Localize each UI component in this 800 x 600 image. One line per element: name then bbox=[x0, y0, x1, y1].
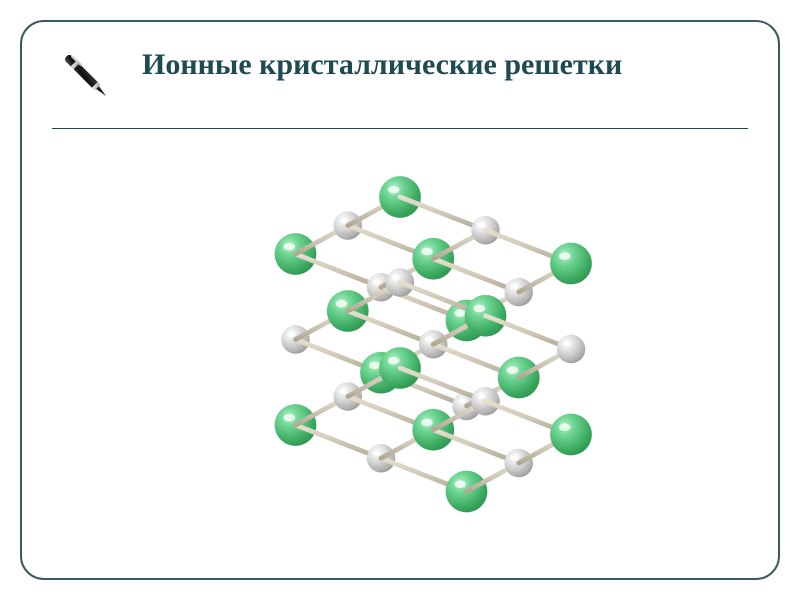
crystal-lattice-diagram bbox=[200, 159, 600, 539]
ion-green bbox=[550, 243, 592, 285]
diagram-area bbox=[52, 139, 748, 559]
page-title: Ионные кристаллические решетки bbox=[142, 46, 622, 84]
header: Ионные кристаллические решетки bbox=[52, 42, 748, 129]
pen-icon bbox=[52, 42, 122, 112]
slide-card: Ионные кристаллические решетки bbox=[20, 20, 780, 580]
